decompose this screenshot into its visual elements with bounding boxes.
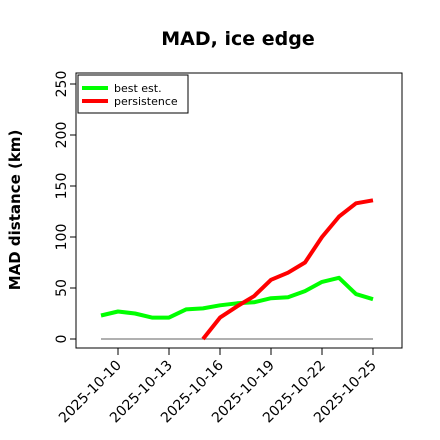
y-tick-label: 0: [54, 335, 70, 344]
legend: best est. persistence: [77, 74, 189, 114]
legend-box: [77, 74, 189, 114]
y-tick-label: 250: [54, 71, 70, 98]
legend-label-best-est: best est.: [114, 82, 162, 95]
y-tick-label: 100: [54, 224, 70, 251]
y-tick-label: 200: [54, 122, 70, 149]
series-group: [100, 198, 374, 341]
series-line-best-est: [100, 275, 374, 320]
chart-title: MAD, ice edge: [161, 28, 314, 50]
y-axis: 0 50 100 150 200 250: [54, 71, 76, 344]
legend-label-persistence: persistence: [114, 95, 178, 108]
x-axis: 2025-10-102025-10-132025-10-162025-10-19…: [56, 348, 380, 426]
series-line-persistence: [201, 198, 374, 341]
y-tick-label: 150: [54, 173, 70, 200]
y-tick-label: 50: [54, 279, 70, 297]
plot-frame: [75, 72, 403, 349]
y-axis-label: MAD distance (km): [6, 130, 24, 291]
